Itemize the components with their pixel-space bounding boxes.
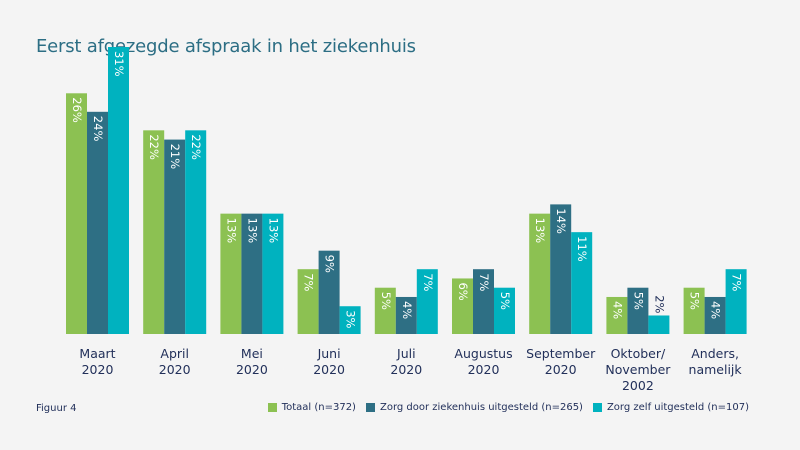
bar-maart-2020-series-0 — [66, 93, 87, 335]
data-label-anders-namelijk-series-0: 5% — [688, 292, 702, 310]
category-label-mei-2020: Mei 2020 — [236, 346, 268, 377]
category-label-anders-namelijk: Anders, namelijk — [689, 346, 743, 377]
legend-item-zorg-zelf: Zorg zelf uitgesteld (n=107) — [592, 402, 749, 413]
bar-juni-2020-series-0 — [297, 269, 319, 334]
bar-augustus-2020-series-2 — [494, 287, 515, 334]
bar-juni-2020-series-1 — [318, 250, 340, 334]
data-label-maart-2020-series-0: 26% — [70, 97, 84, 123]
data-label-anders-namelijk-series-2: 7% — [730, 273, 744, 291]
category-label-maart-2020: Maart 2020 — [79, 346, 115, 377]
data-label-anders-namelijk-series-1: 4% — [709, 301, 723, 319]
bar-anders-namelijk-series-2 — [725, 269, 747, 334]
data-label-juni-2020-series-1: 9% — [323, 255, 337, 273]
category-label-april-2020: April 2020 — [159, 346, 191, 377]
data-label-oktober-november-2002-series-2: 2% — [652, 295, 666, 313]
bar-augustus-2020-series-0 — [452, 278, 473, 334]
category-label-juni-2020: Juni 2020 — [313, 346, 345, 377]
data-label-april-2020-series-0: 22% — [147, 134, 161, 160]
data-label-maart-2020-series-2: 31% — [112, 51, 126, 77]
bar-juli-2020-series-2 — [416, 269, 438, 334]
bar-anders-namelijk-series-0 — [683, 287, 705, 334]
legend: Totaal (n=372) Zorg door ziekenhuis uitg… — [267, 402, 749, 413]
bar-september-2020-series-2 — [571, 232, 593, 334]
bar-juli-2020-series-0 — [374, 287, 396, 334]
bar-september-2020-series-1 — [550, 204, 572, 334]
bar-mei-2020-series-1 — [241, 213, 263, 334]
category-label-augustus-2020: Augustus 2020 — [454, 346, 512, 377]
legend-swatch-totaal — [267, 403, 277, 412]
data-label-augustus-2020-series-2: 5% — [498, 292, 512, 310]
bar-april-2020-series-1 — [164, 139, 186, 334]
data-label-maart-2020-series-1: 24% — [91, 116, 105, 142]
figure-label: Figuur 4 — [36, 403, 77, 414]
legend-item-totaal: Totaal (n=372) — [267, 402, 356, 413]
data-label-september-2020-series-2: 11% — [575, 236, 589, 262]
bar-oktober-november-2002-series-2 — [648, 315, 670, 334]
legend-swatch-zorg-zelf — [592, 403, 602, 412]
bar-maart-2020-series-2 — [108, 47, 129, 334]
data-label-juni-2020-series-0: 7% — [302, 273, 316, 291]
legend-swatch-zorg-ziekenhuis — [365, 403, 375, 412]
data-label-april-2020-series-1: 21% — [168, 144, 182, 170]
data-label-juli-2020-series-0: 5% — [379, 292, 393, 310]
legend-label-zorg-zelf: Zorg zelf uitgesteld (n=107) — [606, 402, 749, 413]
bar-mei-2020-series-2 — [262, 213, 284, 334]
bar-april-2020-series-0 — [143, 130, 165, 334]
chart-title: Eerst afgezegde afspraak in het ziekenhu… — [36, 36, 416, 57]
bar-april-2020-series-2 — [185, 130, 207, 334]
category-label-oktober-november-2002: Oktober/November 2002 — [605, 346, 671, 393]
bar-maart-2020-series-1 — [87, 111, 108, 334]
bar-juli-2020-series-1 — [395, 296, 417, 334]
data-label-mei-2020-series-1: 13% — [245, 218, 259, 244]
data-label-juli-2020-series-1: 4% — [400, 301, 414, 319]
data-label-september-2020-series-0: 13% — [533, 218, 547, 244]
data-label-oktober-november-2002-series-0: 4% — [610, 301, 624, 319]
bar-oktober-november-2002-series-0 — [606, 296, 628, 334]
data-label-augustus-2020-series-1: 7% — [477, 273, 491, 291]
category-label-juli-2020: Juli 2020 — [390, 346, 422, 377]
legend-label-totaal: Totaal (n=372) — [281, 402, 356, 413]
category-label-september-2020: September 2020 — [526, 346, 596, 377]
data-label-juni-2020-series-2: 3% — [344, 310, 358, 328]
data-label-oktober-november-2002-series-1: 5% — [631, 292, 645, 310]
data-label-april-2020-series-2: 22% — [189, 134, 203, 160]
legend-label-zorg-ziekenhuis: Zorg door ziekenhuis uitgesteld (n=265) — [379, 402, 583, 413]
bar-september-2020-series-0 — [529, 213, 551, 334]
data-label-mei-2020-series-0: 13% — [224, 218, 238, 244]
data-label-september-2020-series-1: 14% — [554, 208, 568, 234]
bar-juni-2020-series-2 — [339, 306, 361, 334]
bar-oktober-november-2002-series-1 — [627, 287, 649, 334]
data-label-mei-2020-series-2: 13% — [266, 218, 280, 244]
legend-item-zorg-ziekenhuis: Zorg door ziekenhuis uitgesteld (n=265) — [365, 402, 583, 413]
data-label-augustus-2020-series-0: 6% — [456, 282, 470, 300]
data-label-juli-2020-series-2: 7% — [421, 273, 435, 291]
bar-augustus-2020-series-1 — [473, 269, 494, 334]
bar-mei-2020-series-0 — [220, 213, 242, 334]
bar-anders-namelijk-series-1 — [704, 296, 726, 334]
